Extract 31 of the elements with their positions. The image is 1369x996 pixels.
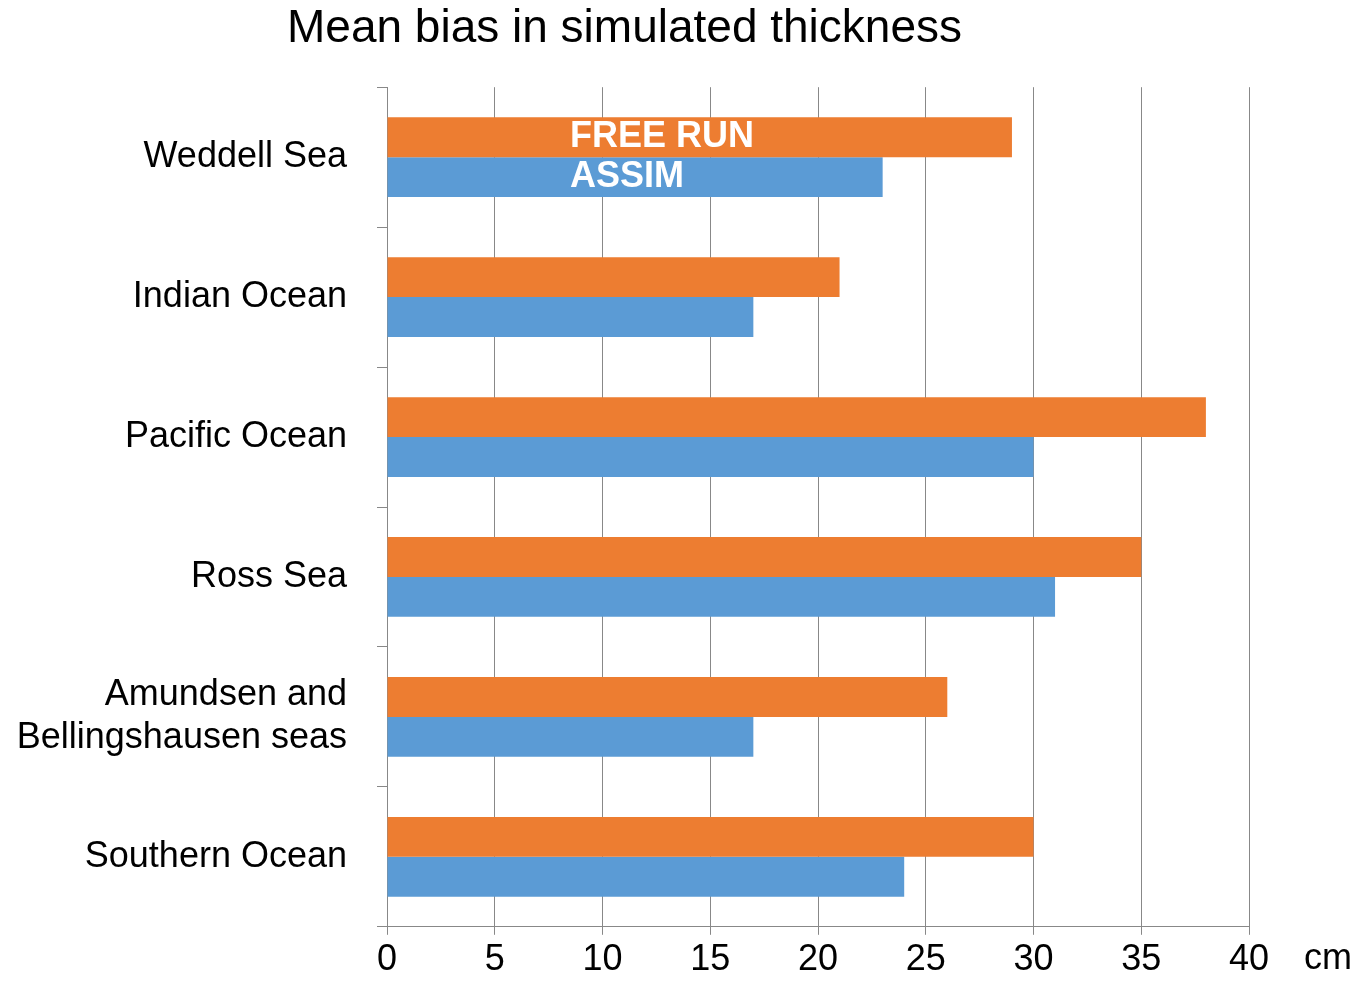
- y-tick-label: Amundsen and Bellingshausen seas: [16, 672, 347, 757]
- bar: [387, 437, 1034, 477]
- y-tick-label: Ross Sea: [190, 553, 348, 595]
- x-tick-label: 25: [905, 937, 946, 979]
- bar: [387, 716, 754, 757]
- y-tick-label: Pacific Ocean: [124, 413, 347, 455]
- bar: [387, 297, 754, 337]
- y-tick-label: Indian Ocean: [132, 274, 347, 316]
- bar: [387, 816, 1034, 857]
- x-tick-label: 35: [1121, 937, 1162, 979]
- bar: [387, 677, 948, 717]
- x-tick-label: 20: [797, 937, 839, 979]
- x-tick-label: 15: [690, 937, 731, 979]
- bar: [387, 157, 883, 198]
- bar: [387, 117, 1012, 158]
- x-tick-label: 0: [376, 937, 398, 979]
- x-tick-label: 5: [484, 937, 505, 979]
- bar: [387, 576, 1056, 617]
- bar: [387, 537, 1142, 577]
- y-tick-label: Weddell Sea: [143, 134, 348, 176]
- x-tick-label: 10: [582, 937, 623, 979]
- series-label: ASSIM: [570, 154, 685, 196]
- bar: [387, 257, 840, 298]
- bar: [387, 856, 905, 897]
- x-tick-label: 30: [1013, 937, 1054, 979]
- bar: [387, 397, 1206, 438]
- x-tick-label: 40: [1228, 937, 1270, 979]
- series-label: FREE RUN: [570, 114, 755, 156]
- chart-title: Mean bias in simulated thickness: [287, 0, 962, 53]
- y-tick-label: Southern Ocean: [84, 833, 347, 875]
- x-axis-title: cm: [1304, 935, 1352, 977]
